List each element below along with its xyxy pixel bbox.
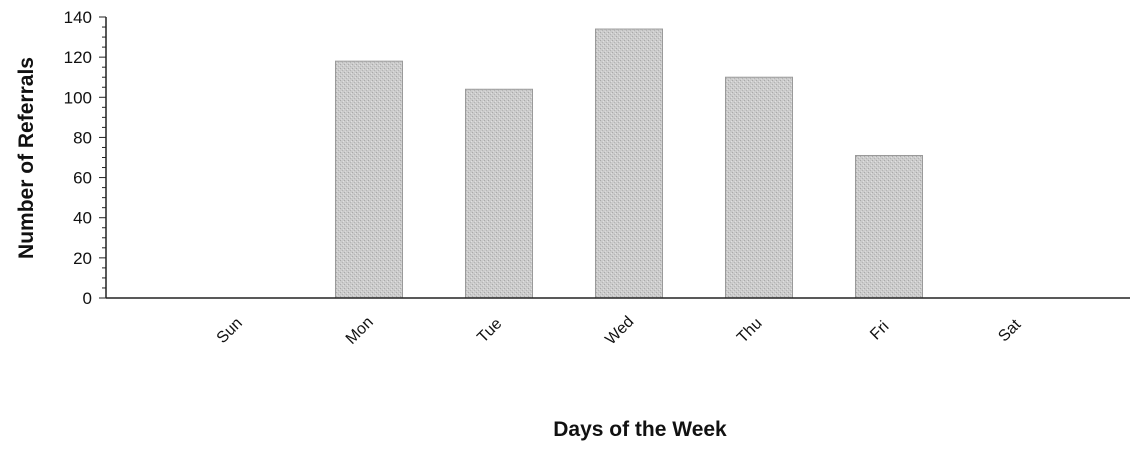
x-axis-title: Days of the Week xyxy=(553,418,727,441)
y-tick-label: 140 xyxy=(64,8,92,27)
x-tick-label-wed: Wed xyxy=(602,313,637,348)
bar-mon xyxy=(335,60,403,299)
y-tick-label: 80 xyxy=(73,128,92,147)
y-tick-label: 60 xyxy=(73,169,92,188)
x-tick-label-thu: Thu xyxy=(734,315,766,347)
x-axis-tick-labels: Sun Mon Tue Wed Thu Fri Sat xyxy=(214,313,1025,348)
y-tick-label: 20 xyxy=(73,249,92,268)
x-tick-label-mon: Mon xyxy=(343,314,377,348)
y-tick-label: 120 xyxy=(64,48,92,67)
bar-tue xyxy=(465,88,533,299)
x-tick-label-fri: Fri xyxy=(867,318,892,343)
bar-thu xyxy=(725,76,793,299)
y-axis-ticks: 0 20 40 60 80 100 120 140 xyxy=(64,8,106,308)
y-tick-label: 40 xyxy=(73,209,92,228)
y-axis-title: Number of Referrals xyxy=(15,57,38,259)
y-tick-label: 100 xyxy=(64,88,92,107)
x-tick-label-sat: Sat xyxy=(995,316,1024,345)
bars-layer xyxy=(335,28,923,299)
bar-wed xyxy=(595,28,663,299)
x-tick-label-sun: Sun xyxy=(214,315,246,347)
x-tick-label-tue: Tue xyxy=(474,315,505,346)
y-tick-label: 0 xyxy=(83,289,92,308)
bar-fri xyxy=(855,154,923,299)
